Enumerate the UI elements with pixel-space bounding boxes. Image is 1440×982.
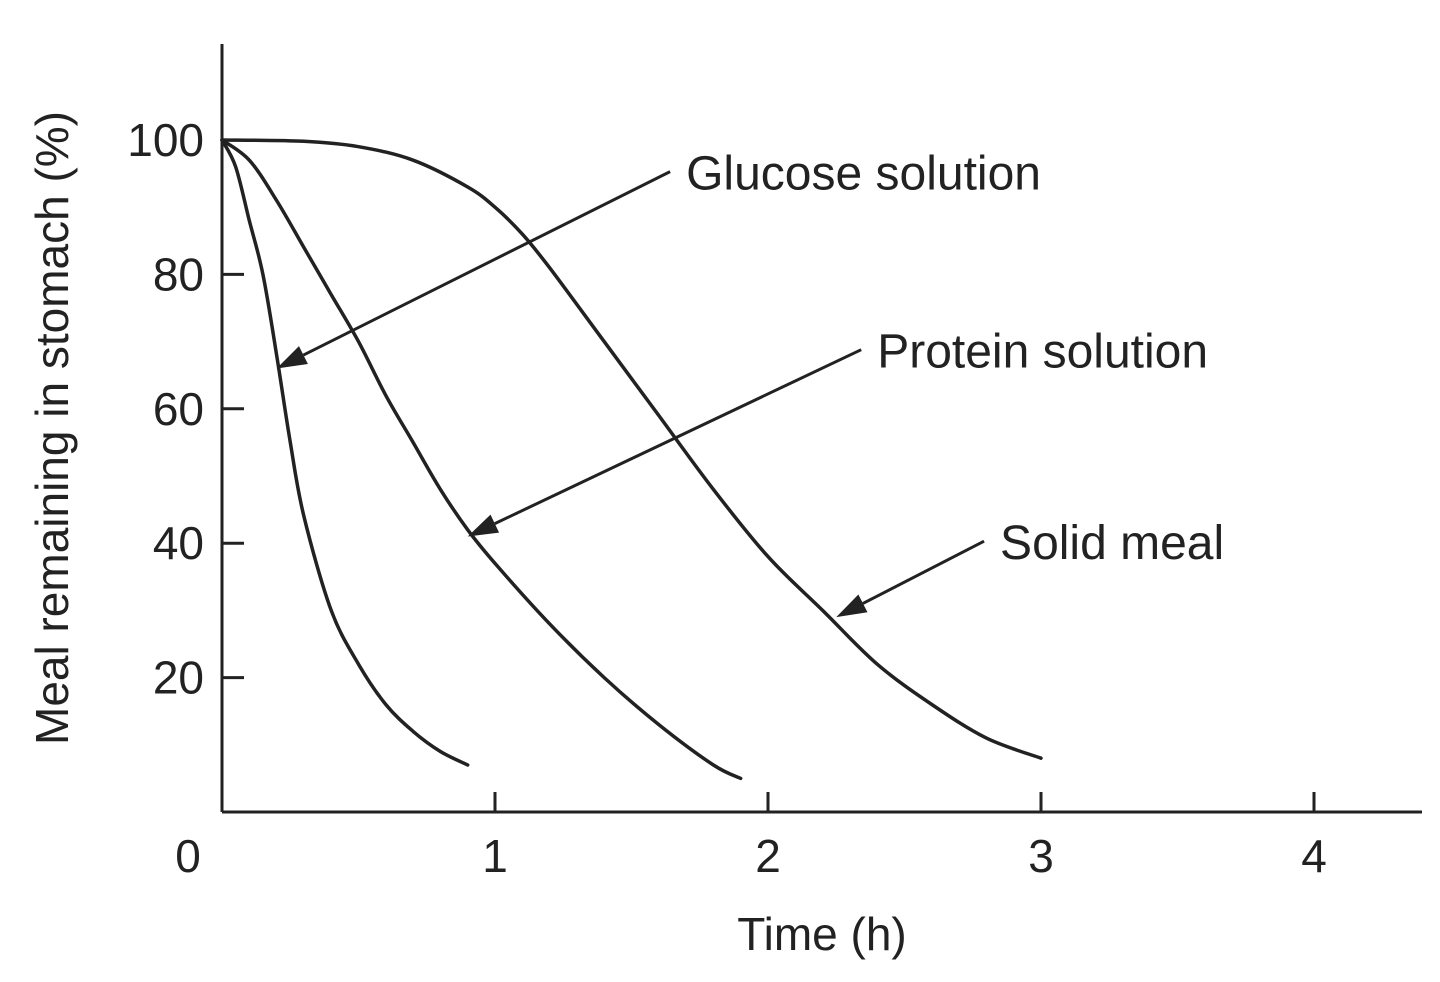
axes	[220, 44, 1422, 814]
y-tick-label: 80	[153, 248, 204, 300]
annotation-leader	[494, 348, 862, 525]
y-tick-label: 20	[153, 652, 204, 704]
annotation-arrowhead	[836, 594, 868, 618]
annotation: Protein solution	[467, 326, 1208, 537]
x-tick-label: 1	[482, 830, 508, 882]
annotation: Solid meal	[836, 517, 1224, 618]
x-axis-label: Time (h)	[737, 908, 907, 960]
series-line-solid-meal	[220, 138, 1043, 760]
y-ticks: 20 40 60 80 100	[127, 114, 244, 704]
annotation-leader	[302, 170, 671, 357]
x-tick-label: 0	[175, 830, 201, 882]
series-line-glucose-solution	[220, 138, 470, 767]
annotation-arrowhead	[276, 346, 308, 369]
annotation-label: Solid meal	[1000, 517, 1224, 570]
x-ticks: 0 1 2 3 4	[175, 792, 1327, 882]
y-axis-label: Meal remaining in stomach (%)	[26, 111, 78, 745]
series-group	[220, 138, 1043, 781]
annotation: Glucose solution	[276, 148, 1041, 369]
y-tick-label: 100	[127, 114, 204, 166]
x-tick-label: 4	[1301, 830, 1327, 882]
annotation-leader	[862, 539, 985, 605]
annotation-arrowhead	[467, 514, 500, 537]
x-tick-label: 3	[1028, 830, 1054, 882]
annotations: Glucose solution Protein solution Solid me…	[276, 148, 1224, 618]
series-line-protein-solution	[220, 138, 743, 781]
annotation-label: Protein solution	[877, 326, 1208, 379]
annotation-label: Glucose solution	[686, 148, 1041, 201]
y-tick-label: 40	[153, 517, 204, 569]
x-tick-label: 2	[755, 830, 781, 882]
y-tick-label: 60	[153, 383, 204, 435]
